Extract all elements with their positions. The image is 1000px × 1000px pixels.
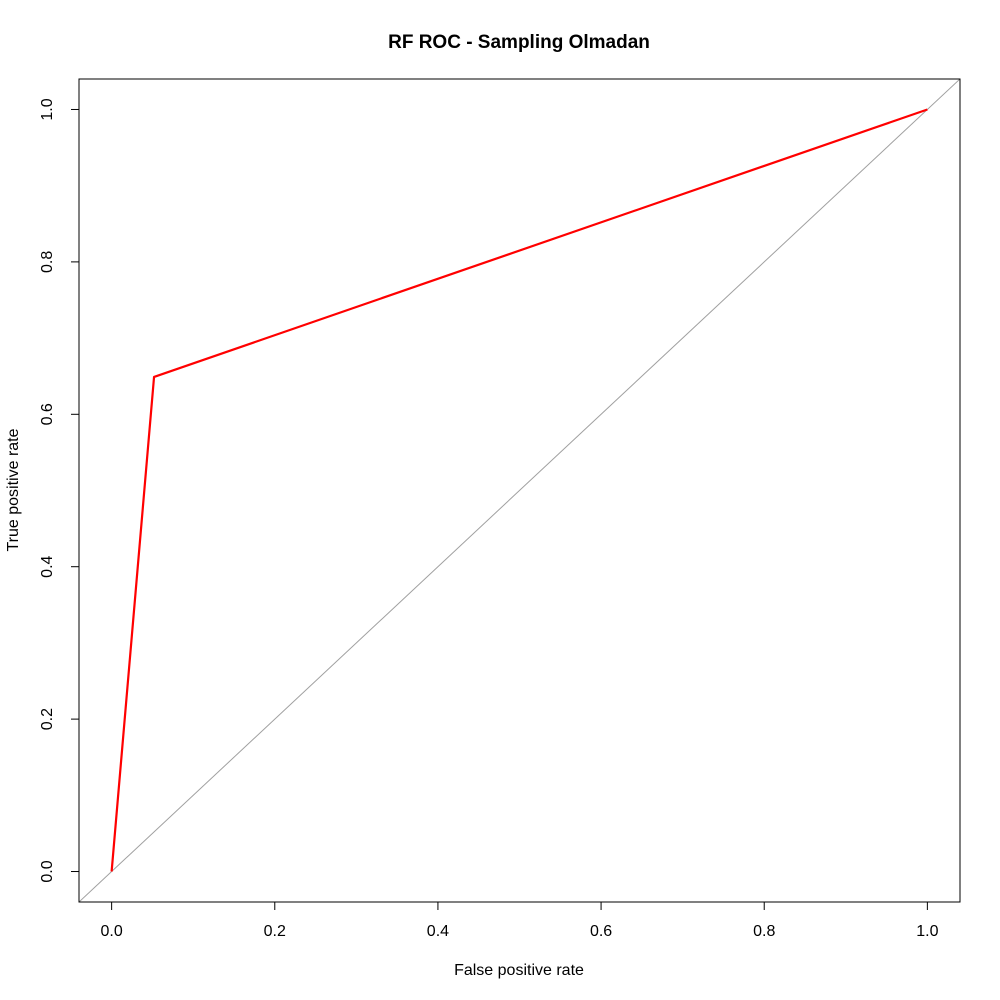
y-tick-label: 0.2 — [39, 708, 56, 730]
y-tick-label: 0.8 — [39, 251, 56, 273]
x-tick-label: 0.8 — [753, 923, 775, 940]
y-axis-label: True positive rate — [5, 428, 22, 551]
plot-area: 0.0 0.2 0.4 0.6 0.8 1.0 0.0 0.2 0.4 0.6 0.8 1.0 — [39, 78, 961, 940]
x-axis-label: False positive rate — [454, 962, 584, 979]
plot-frame — [78, 78, 961, 903]
y-tick-label: 0.6 — [39, 403, 56, 425]
chart-title: RF ROC - Sampling Olmadan — [388, 32, 650, 53]
x-tick-label: 1.0 — [916, 923, 938, 940]
roc-curve-line — [110, 108, 928, 872]
y-tick-label: 1.0 — [39, 98, 56, 120]
x-tick-label: 0.2 — [264, 923, 286, 940]
x-tick-label: 0.0 — [101, 923, 123, 940]
x-tick-label: 0.4 — [427, 923, 449, 940]
y-tick-label: 0.0 — [39, 860, 56, 882]
reference-diagonal-line — [79, 79, 960, 902]
x-tick-label: 0.6 — [590, 923, 612, 940]
y-tick-label: 0.4 — [39, 555, 56, 577]
